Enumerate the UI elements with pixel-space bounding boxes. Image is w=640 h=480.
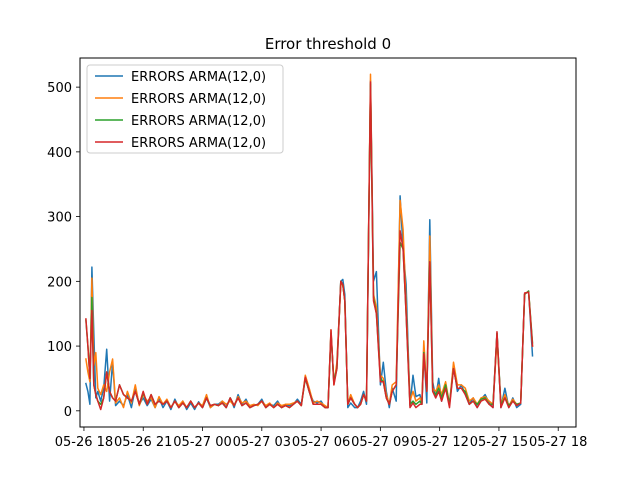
legend-label-1: ERRORS ARMA(12,0) [131, 70, 266, 85]
x-tick-label-5: 05-27 06 [292, 435, 350, 450]
series-line-4 [85, 81, 534, 411]
x-tick-label-8: 05-27 15 [470, 435, 528, 450]
y-tick-label-6: 500 [47, 81, 72, 96]
y-axis: 0 100 200 300 400 500 [47, 81, 80, 420]
x-tick-label-2: 05-26 21 [114, 435, 172, 450]
x-tick-label-7: 05-27 12 [410, 435, 468, 450]
series-layer [84, 73, 534, 411]
y-tick-label-2: 100 [47, 340, 72, 355]
x-tick-label-9: 05-27 18 [529, 435, 587, 450]
legend-label-3: ERRORS ARMA(12,0) [131, 114, 266, 129]
legend-box [86, 64, 284, 154]
x-axis: 05-26 18 05-26 21 05-27 00 05-27 03 05-27 06… [55, 427, 587, 450]
y-tick-label-4: 300 [47, 211, 72, 226]
x-tick-label-1: 05-26 18 [55, 435, 113, 450]
plot-frame [79, 57, 577, 428]
x-tick-label-6: 05-27 09 [351, 435, 409, 450]
chart-title: Error threshold 0 [265, 35, 391, 53]
x-tick-label-3: 05-27 00 [173, 435, 231, 450]
y-tick-label-5: 400 [47, 146, 72, 161]
y-tick-label-3: 200 [47, 275, 72, 290]
x-tick-label-4: 05-27 03 [233, 435, 291, 450]
legend: ERRORS ARMA(12,0) ERRORS ARMA(12,0) ERRORS… [86, 64, 284, 154]
y-tick-label-1: 0 [64, 405, 72, 420]
legend-label-4: ERRORS ARMA(12,0) [131, 136, 266, 151]
legend-label-2: ERRORS ARMA(12,0) [131, 92, 266, 107]
